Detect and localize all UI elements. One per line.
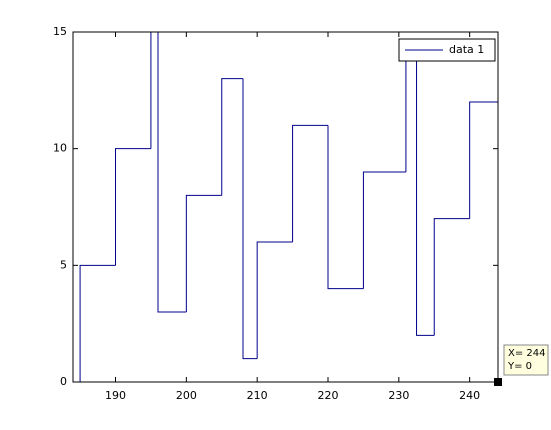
x-tick-label: 190 (105, 389, 126, 402)
datatip-y: Y= 0 (507, 361, 532, 372)
y-tick-label: 0 (60, 375, 67, 388)
step (327, 125, 364, 290)
step (221, 78, 243, 196)
step (362, 171, 406, 289)
y-tick-label: 10 (53, 142, 67, 155)
y-tick-label: 5 (60, 258, 67, 271)
step (157, 32, 187, 313)
step (185, 194, 222, 312)
legend-label: data 1 (449, 43, 484, 56)
plot-area (73, 32, 498, 382)
step (79, 264, 116, 382)
legend-box (398, 38, 496, 62)
datatip-box (503, 344, 549, 376)
axes-box (72, 31, 499, 383)
x-tick-label: 210 (247, 389, 268, 402)
x-tick-label: 200 (176, 389, 197, 402)
x-tick-label: 230 (388, 389, 409, 402)
step (242, 78, 258, 360)
y-tick-label: 15 (53, 25, 67, 38)
step (433, 218, 470, 336)
step (416, 55, 435, 336)
step (292, 124, 328, 242)
step (115, 148, 151, 266)
step (469, 101, 498, 219)
datatip-x: X= 244 (508, 348, 546, 359)
datatip-marker (494, 378, 502, 386)
step (256, 241, 293, 359)
x-tick-label: 240 (459, 389, 480, 402)
x-tick-label: 220 (318, 389, 339, 402)
